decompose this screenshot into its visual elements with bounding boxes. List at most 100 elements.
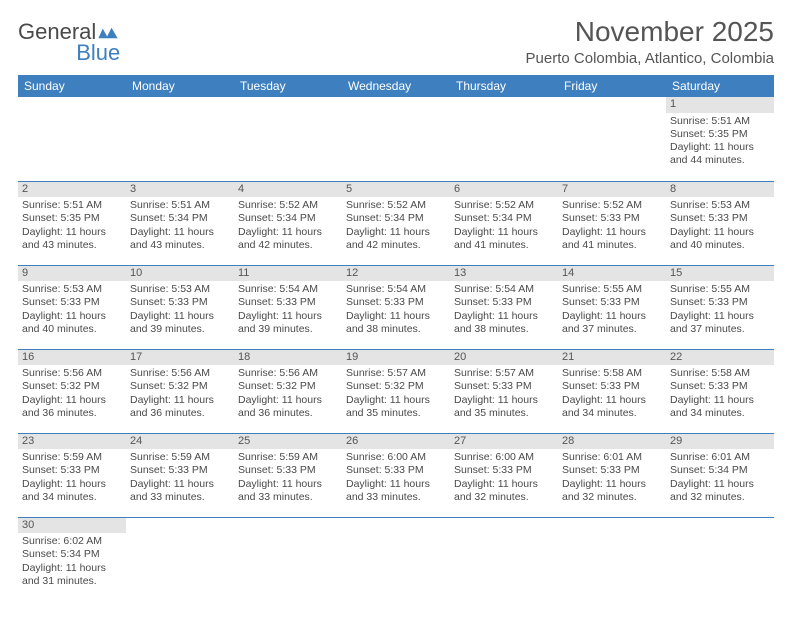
day-number: 22 <box>666 350 774 366</box>
day-number: 19 <box>342 350 450 366</box>
sunset-text: Sunset: 5:35 PM <box>22 212 122 225</box>
daylight-text: Daylight: 11 hours and 34 minutes. <box>22 478 122 504</box>
calendar-cell: 21Sunrise: 5:58 AMSunset: 5:33 PMDayligh… <box>558 349 666 433</box>
sunset-text: Sunset: 5:33 PM <box>238 464 338 477</box>
day-details: Sunrise: 5:56 AMSunset: 5:32 PMDaylight:… <box>234 365 342 424</box>
calendar-cell <box>558 517 666 601</box>
daylight-text: Daylight: 11 hours and 41 minutes. <box>454 226 554 252</box>
calendar-cell <box>126 517 234 601</box>
calendar-cell: 15Sunrise: 5:55 AMSunset: 5:33 PMDayligh… <box>666 265 774 349</box>
day-details: Sunrise: 5:56 AMSunset: 5:32 PMDaylight:… <box>18 365 126 424</box>
sunset-text: Sunset: 5:32 PM <box>238 380 338 393</box>
calendar-cell: 19Sunrise: 5:57 AMSunset: 5:32 PMDayligh… <box>342 349 450 433</box>
sunrise-text: Sunrise: 5:56 AM <box>130 367 230 380</box>
calendar-cell: 13Sunrise: 5:54 AMSunset: 5:33 PMDayligh… <box>450 265 558 349</box>
sunset-text: Sunset: 5:33 PM <box>454 296 554 309</box>
sunset-text: Sunset: 5:33 PM <box>670 380 770 393</box>
day-header: Wednesday <box>342 75 450 97</box>
day-number: 1 <box>666 97 774 113</box>
calendar-page: GeneralBlue November 2025 Puerto Colombi… <box>0 0 792 617</box>
sunrise-text: Sunrise: 6:01 AM <box>562 451 662 464</box>
calendar-cell <box>126 97 234 181</box>
day-number: 8 <box>666 182 774 198</box>
sunset-text: Sunset: 5:32 PM <box>130 380 230 393</box>
day-details: Sunrise: 5:53 AMSunset: 5:33 PMDaylight:… <box>126 281 234 340</box>
day-details: Sunrise: 5:54 AMSunset: 5:33 PMDaylight:… <box>342 281 450 340</box>
calendar-row: 23Sunrise: 5:59 AMSunset: 5:33 PMDayligh… <box>18 433 774 517</box>
calendar-cell: 20Sunrise: 5:57 AMSunset: 5:33 PMDayligh… <box>450 349 558 433</box>
day-header: Thursday <box>450 75 558 97</box>
calendar-cell: 10Sunrise: 5:53 AMSunset: 5:33 PMDayligh… <box>126 265 234 349</box>
day-number: 12 <box>342 266 450 282</box>
day-number: 29 <box>666 434 774 450</box>
day-number: 6 <box>450 182 558 198</box>
day-details: Sunrise: 5:57 AMSunset: 5:32 PMDaylight:… <box>342 365 450 424</box>
daylight-text: Daylight: 11 hours and 32 minutes. <box>562 478 662 504</box>
day-number: 20 <box>450 350 558 366</box>
sunrise-text: Sunrise: 5:59 AM <box>130 451 230 464</box>
daylight-text: Daylight: 11 hours and 34 minutes. <box>562 394 662 420</box>
sunrise-text: Sunrise: 5:52 AM <box>238 199 338 212</box>
daylight-text: Daylight: 11 hours and 40 minutes. <box>670 226 770 252</box>
sunset-text: Sunset: 5:33 PM <box>454 380 554 393</box>
day-details: Sunrise: 5:58 AMSunset: 5:33 PMDaylight:… <box>666 365 774 424</box>
day-details: Sunrise: 6:01 AMSunset: 5:34 PMDaylight:… <box>666 449 774 508</box>
day-details: Sunrise: 5:52 AMSunset: 5:34 PMDaylight:… <box>234 197 342 256</box>
day-header: Sunday <box>18 75 126 97</box>
calendar-cell: 7Sunrise: 5:52 AMSunset: 5:33 PMDaylight… <box>558 181 666 265</box>
day-number: 16 <box>18 350 126 366</box>
day-details: Sunrise: 6:00 AMSunset: 5:33 PMDaylight:… <box>342 449 450 508</box>
day-details: Sunrise: 5:51 AMSunset: 5:34 PMDaylight:… <box>126 197 234 256</box>
day-header: Saturday <box>666 75 774 97</box>
sunrise-text: Sunrise: 5:55 AM <box>562 283 662 296</box>
calendar-body: 1Sunrise: 5:51 AMSunset: 5:35 PMDaylight… <box>18 97 774 601</box>
calendar-row: 2Sunrise: 5:51 AMSunset: 5:35 PMDaylight… <box>18 181 774 265</box>
daylight-text: Daylight: 11 hours and 41 minutes. <box>562 226 662 252</box>
calendar-cell: 5Sunrise: 5:52 AMSunset: 5:34 PMDaylight… <box>342 181 450 265</box>
daylight-text: Daylight: 11 hours and 33 minutes. <box>238 478 338 504</box>
calendar-cell: 28Sunrise: 6:01 AMSunset: 5:33 PMDayligh… <box>558 433 666 517</box>
daylight-text: Daylight: 11 hours and 32 minutes. <box>454 478 554 504</box>
daylight-text: Daylight: 11 hours and 33 minutes. <box>130 478 230 504</box>
day-number: 23 <box>18 434 126 450</box>
day-header: Monday <box>126 75 234 97</box>
day-details: Sunrise: 5:53 AMSunset: 5:33 PMDaylight:… <box>18 281 126 340</box>
sunrise-text: Sunrise: 5:51 AM <box>670 115 770 128</box>
sunrise-text: Sunrise: 5:51 AM <box>22 199 122 212</box>
calendar-cell: 25Sunrise: 5:59 AMSunset: 5:33 PMDayligh… <box>234 433 342 517</box>
calendar-row: 16Sunrise: 5:56 AMSunset: 5:32 PMDayligh… <box>18 349 774 433</box>
sunrise-text: Sunrise: 6:01 AM <box>670 451 770 464</box>
day-number: 14 <box>558 266 666 282</box>
daylight-text: Daylight: 11 hours and 38 minutes. <box>346 310 446 336</box>
calendar-cell: 8Sunrise: 5:53 AMSunset: 5:33 PMDaylight… <box>666 181 774 265</box>
sunrise-text: Sunrise: 5:51 AM <box>130 199 230 212</box>
calendar-cell: 27Sunrise: 6:00 AMSunset: 5:33 PMDayligh… <box>450 433 558 517</box>
calendar-cell: 12Sunrise: 5:54 AMSunset: 5:33 PMDayligh… <box>342 265 450 349</box>
calendar-cell: 17Sunrise: 5:56 AMSunset: 5:32 PMDayligh… <box>126 349 234 433</box>
day-number: 15 <box>666 266 774 282</box>
sunset-text: Sunset: 5:33 PM <box>130 296 230 309</box>
page-header: GeneralBlue November 2025 Puerto Colombi… <box>18 16 774 67</box>
day-details: Sunrise: 5:59 AMSunset: 5:33 PMDaylight:… <box>234 449 342 508</box>
calendar-cell <box>450 97 558 181</box>
sunset-text: Sunset: 5:33 PM <box>670 296 770 309</box>
calendar-row: 9Sunrise: 5:53 AMSunset: 5:33 PMDaylight… <box>18 265 774 349</box>
calendar-cell: 23Sunrise: 5:59 AMSunset: 5:33 PMDayligh… <box>18 433 126 517</box>
daylight-text: Daylight: 11 hours and 39 minutes. <box>130 310 230 336</box>
daylight-text: Daylight: 11 hours and 33 minutes. <box>346 478 446 504</box>
day-details: Sunrise: 5:59 AMSunset: 5:33 PMDaylight:… <box>126 449 234 508</box>
day-number: 2 <box>18 182 126 198</box>
calendar-cell: 30Sunrise: 6:02 AMSunset: 5:34 PMDayligh… <box>18 517 126 601</box>
sunrise-text: Sunrise: 5:57 AM <box>454 367 554 380</box>
day-number: 24 <box>126 434 234 450</box>
sunrise-text: Sunrise: 5:59 AM <box>22 451 122 464</box>
day-details: Sunrise: 5:56 AMSunset: 5:32 PMDaylight:… <box>126 365 234 424</box>
sunrise-text: Sunrise: 5:52 AM <box>562 199 662 212</box>
title-block: November 2025 Puerto Colombia, Atlantico… <box>526 16 774 67</box>
sunset-text: Sunset: 5:33 PM <box>454 464 554 477</box>
sunset-text: Sunset: 5:33 PM <box>22 296 122 309</box>
calendar-cell: 11Sunrise: 5:54 AMSunset: 5:33 PMDayligh… <box>234 265 342 349</box>
logo: GeneralBlue <box>18 16 120 64</box>
day-details: Sunrise: 5:51 AMSunset: 5:35 PMDaylight:… <box>18 197 126 256</box>
sunrise-text: Sunrise: 5:58 AM <box>670 367 770 380</box>
